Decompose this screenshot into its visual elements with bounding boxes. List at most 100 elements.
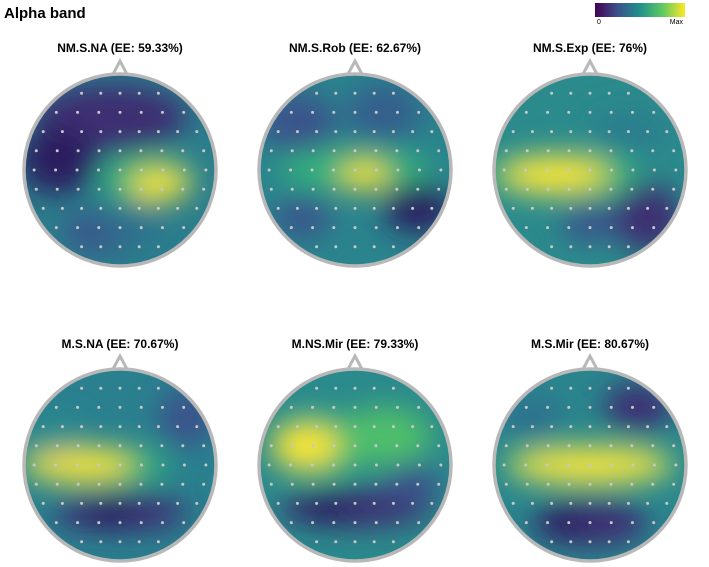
electrode xyxy=(80,91,84,95)
electrode xyxy=(60,130,64,134)
electrode xyxy=(34,444,38,448)
electrode xyxy=(437,187,441,191)
electrode xyxy=(295,501,299,505)
electrode xyxy=(276,501,280,505)
electrode xyxy=(630,110,634,114)
electrode xyxy=(569,130,573,134)
heatmap xyxy=(24,369,216,561)
electrode xyxy=(161,463,165,467)
electrode xyxy=(118,540,122,544)
electrode xyxy=(372,206,376,210)
electrode xyxy=(550,245,554,249)
electrode xyxy=(511,130,515,134)
electrode xyxy=(439,168,443,172)
electrode xyxy=(665,501,669,505)
electrode xyxy=(76,149,80,153)
electrode xyxy=(353,168,357,172)
electrode xyxy=(504,482,508,486)
electrode xyxy=(137,245,141,249)
electrode xyxy=(353,245,357,249)
electrode xyxy=(289,110,293,114)
electrode xyxy=(567,521,571,525)
colorbar xyxy=(595,3,685,17)
electrode xyxy=(411,206,415,210)
electrode xyxy=(437,482,441,486)
electrode xyxy=(674,168,678,172)
heatmap-blob xyxy=(297,493,356,523)
electrode xyxy=(395,482,399,486)
electrode xyxy=(289,463,293,467)
electrode xyxy=(646,501,650,505)
electrode xyxy=(609,444,613,448)
electrode xyxy=(569,501,573,505)
panel-title: M.S.Mir (EE: 80.67%) xyxy=(531,337,649,351)
electrode xyxy=(34,482,38,486)
electrode xyxy=(588,110,592,114)
electrode xyxy=(567,226,571,230)
electrode xyxy=(630,444,634,448)
electrode xyxy=(630,405,634,409)
heatmap-blob xyxy=(340,160,389,190)
electrode xyxy=(139,482,143,486)
electrode xyxy=(504,444,508,448)
topoplot: M.S.Mir (EE: 80.67%) xyxy=(492,337,688,563)
electrode xyxy=(295,130,299,134)
heatmap-blob xyxy=(604,383,672,432)
electrode xyxy=(651,444,655,448)
electrode xyxy=(55,187,59,191)
electrode xyxy=(289,226,293,230)
electrode xyxy=(391,386,395,390)
electrode xyxy=(430,206,434,210)
electrode xyxy=(97,110,101,114)
electrode xyxy=(607,245,611,249)
electrode xyxy=(99,501,103,505)
electrode xyxy=(609,149,613,153)
electrode xyxy=(391,130,395,134)
electrode xyxy=(310,168,314,172)
electrode xyxy=(567,149,571,153)
electrode xyxy=(550,501,554,505)
electrode xyxy=(156,386,160,390)
electrode xyxy=(139,521,143,525)
heatmap xyxy=(494,369,686,561)
electrode xyxy=(395,187,399,191)
panel-title: M.S.NA (EE: 70.67%) xyxy=(62,337,179,351)
heatmap xyxy=(494,74,686,266)
head-outline xyxy=(492,367,688,563)
electrode xyxy=(652,463,656,467)
electrode xyxy=(652,110,656,114)
electrode xyxy=(672,187,676,191)
electrode xyxy=(76,187,80,191)
electrode xyxy=(315,91,319,95)
electrode xyxy=(118,405,122,409)
electrode xyxy=(353,110,357,114)
electrode xyxy=(391,206,395,210)
electrode xyxy=(80,245,84,249)
electrode xyxy=(567,110,571,114)
electrode xyxy=(289,168,293,172)
electrode xyxy=(524,168,528,172)
heatmap xyxy=(259,74,451,266)
electrode xyxy=(332,405,336,409)
electrode xyxy=(332,482,336,486)
electrode xyxy=(567,187,571,191)
electrode xyxy=(334,245,338,249)
electrode xyxy=(311,444,315,448)
electrode xyxy=(139,168,143,172)
electrode xyxy=(504,149,508,153)
electrode xyxy=(588,521,592,525)
electrode xyxy=(672,444,676,448)
electrode xyxy=(54,168,58,172)
electrode xyxy=(395,521,399,525)
electrode xyxy=(550,91,554,95)
panel-title: NM.S.Exp (EE: 76%) xyxy=(533,41,647,55)
electrode xyxy=(54,110,58,114)
electrode xyxy=(665,425,669,429)
electrode xyxy=(372,540,376,544)
electrode xyxy=(646,206,650,210)
electrode xyxy=(588,91,592,95)
electrode xyxy=(609,463,613,467)
electrode xyxy=(672,149,676,153)
electrode xyxy=(430,501,434,505)
heatmap-blob xyxy=(100,203,159,242)
